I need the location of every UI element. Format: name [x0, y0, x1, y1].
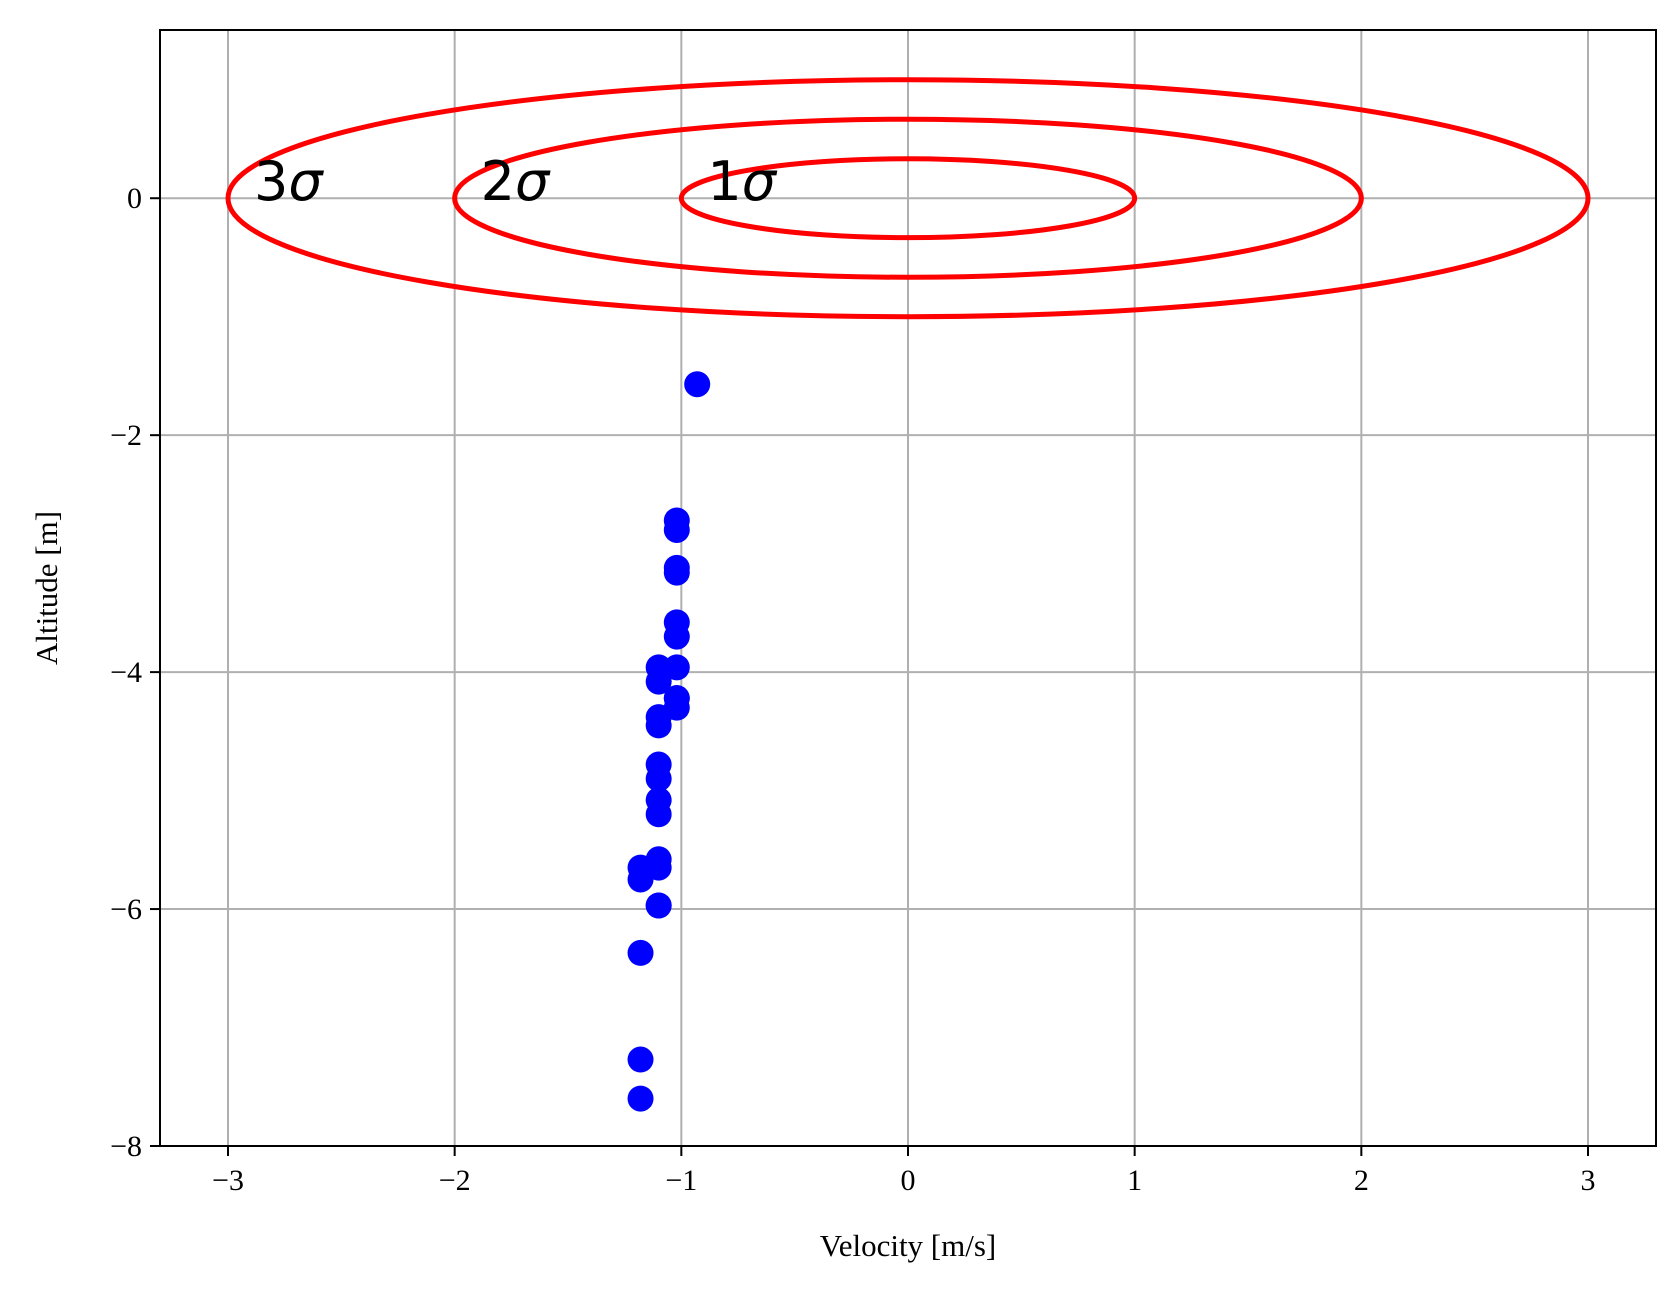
data-point: [645, 712, 672, 739]
x-tick-label: 1: [1127, 1164, 1142, 1197]
x-tick-label: 2: [1354, 1164, 1369, 1197]
y-tick-label: −8: [110, 1130, 142, 1163]
y-tick-label: −2: [110, 419, 142, 452]
sigma-ellipse: [225, 77, 1591, 320]
sigma-label: 1σ: [707, 150, 777, 213]
sigma-ellipse: [452, 116, 1364, 280]
data-point: [663, 623, 690, 650]
sigma-label: 3σ: [254, 150, 324, 213]
x-tick-label: −2: [439, 1164, 471, 1197]
y-tick-label: −4: [110, 656, 142, 689]
data-point: [645, 765, 672, 792]
data-point: [627, 939, 654, 966]
x-tick-label: 3: [1581, 1164, 1596, 1197]
axes: −3 −2 −1 0 1 2 3 −8 −6 −4 −2 0: [110, 29, 1657, 1197]
y-tick-label: −6: [110, 893, 142, 926]
data-point: [645, 668, 672, 695]
x-tick-label: −3: [212, 1164, 244, 1197]
data-point: [627, 866, 654, 893]
sigma-labels: 1σ 2σ 3σ: [254, 150, 778, 213]
y-axis-label: Altitude [m]: [29, 511, 64, 665]
sigma-ellipses: [225, 77, 1591, 320]
x-axis-label: Velocity [m/s]: [820, 1228, 997, 1263]
data-point: [627, 1085, 654, 1112]
y-tick-label: 0: [127, 182, 142, 215]
x-tick-label: −1: [665, 1164, 697, 1197]
data-point: [684, 371, 711, 398]
x-tick-label: 0: [901, 1164, 916, 1197]
data-points: [627, 371, 711, 1112]
data-point: [645, 892, 672, 919]
data-point: [663, 559, 690, 586]
data-point: [645, 801, 672, 828]
sigma-ellipse: [678, 156, 1138, 241]
sigma-label: 2σ: [481, 150, 551, 213]
data-point: [663, 654, 690, 681]
data-point: [627, 1046, 654, 1073]
grid: [160, 30, 1656, 1147]
data-point: [663, 516, 690, 543]
